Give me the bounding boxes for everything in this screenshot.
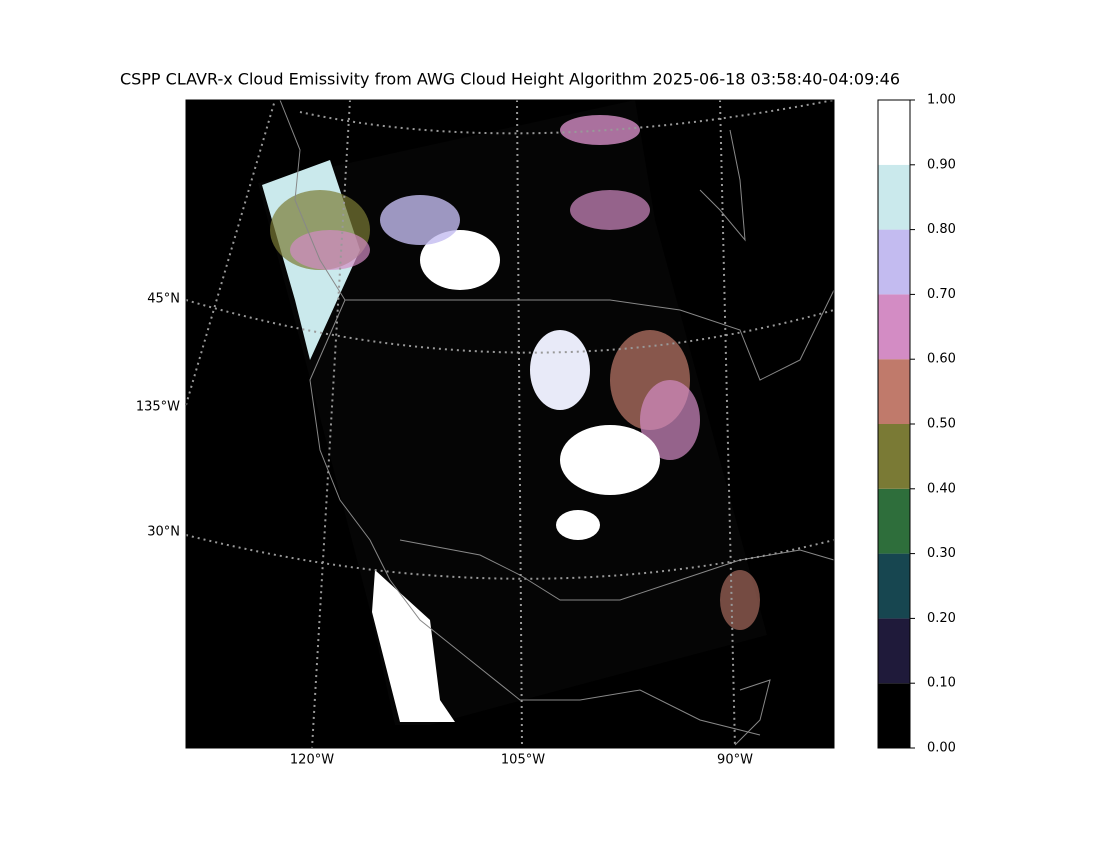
colorbar-segment: [878, 100, 910, 165]
map: 45°N 135°W 30°N 120°W 105°W 90°W: [136, 99, 835, 768]
colorbar-tick-label: 0.10: [927, 676, 956, 691]
colorbar-segment: [878, 294, 910, 360]
colorbar-segment: [878, 424, 910, 489]
colorbar-segment: [878, 359, 910, 424]
swath: [258, 100, 767, 725]
colorbar-segment: [878, 618, 910, 684]
colorbar-tick-label: 0.40: [927, 481, 956, 496]
colorbar-segment: [878, 488, 910, 554]
lon-label: 120°W: [290, 753, 334, 768]
colorbar-tick-label: 0.60: [927, 352, 956, 367]
graticule: [185, 99, 835, 749]
clouds: [262, 115, 760, 722]
lat-label: 45°N: [147, 292, 180, 307]
lat-label: 135°W: [136, 400, 180, 415]
colorbar-tick-label: 0.50: [927, 417, 956, 432]
lon-label: 90°W: [717, 753, 753, 768]
lon-label: 105°W: [501, 753, 545, 768]
colorbar-tick-label: 0.00: [927, 741, 956, 756]
colorbar: 0.00 0.10 0.20 0.30 0.40 0.50 0.60 0.70 0.80 0.90…: [877, 93, 956, 756]
colorbar-tick-label: 1.00: [927, 93, 956, 108]
lat-label: 30°N: [147, 525, 180, 540]
colorbar-segment: [878, 683, 910, 748]
colorbar-tick-label: 0.20: [927, 611, 956, 626]
map-frame: [185, 99, 835, 749]
coastlines: [279, 99, 835, 746]
colorbar-tick-label: 0.30: [927, 546, 956, 561]
colorbar-segment: [878, 164, 910, 230]
colorbar-tick-label: 0.70: [927, 287, 956, 302]
colorbar-segment: [878, 229, 910, 295]
title: CSPP CLAVR-x Cloud Emissivity from AWG C…: [120, 70, 900, 89]
colorbar-tick-label: 0.90: [927, 157, 956, 172]
colorbar-tick-label: 0.80: [927, 222, 956, 237]
colorbar-segment: [878, 553, 910, 619]
